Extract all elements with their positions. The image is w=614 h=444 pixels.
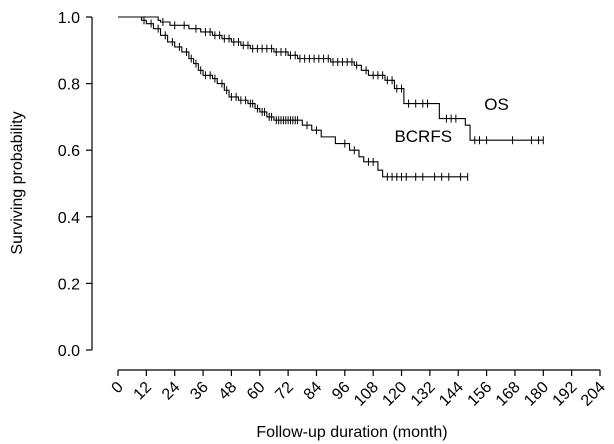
y-tick-label: 0.8 [58, 77, 80, 94]
x-tick-label: 144 [436, 379, 467, 410]
y-tick-label: 0.2 [58, 276, 80, 293]
x-tick-label: 12 [131, 379, 156, 404]
y-tick-label: 0.4 [58, 210, 80, 227]
x-tick-label: 180 [521, 379, 552, 410]
y-tick-label: 0.6 [58, 143, 80, 160]
x-tick-label: 156 [465, 379, 496, 410]
x-axis-title: Follow-up duration (month) [256, 424, 447, 441]
x-tick-label: 168 [493, 379, 524, 410]
x-tick-label: 60 [244, 379, 269, 404]
x-tick-label: 48 [216, 379, 241, 404]
y-axis: 0.0 0.2 0.4 0.6 0.8 1.0 [58, 10, 93, 360]
x-tick-label: 108 [351, 379, 382, 410]
x-tick-label: 84 [301, 379, 326, 404]
survival-curves: OS BCRFS [118, 16, 544, 181]
x-tick-label: 96 [329, 379, 354, 404]
os-curve [118, 16, 544, 141]
x-axis: 0 12 24 36 48 60 72 84 9610812013214415616818019… [109, 369, 609, 410]
bcrfs-label: BCRFS [394, 127, 452, 146]
x-tick-label: 120 [379, 379, 410, 410]
x-tick-label: 132 [408, 379, 439, 410]
y-tick-label: 1.0 [58, 10, 80, 27]
bcrfs-curve [118, 16, 468, 178]
y-axis-title: Surviving probability [9, 111, 26, 254]
x-tick-label: 72 [272, 379, 297, 404]
x-tick-label: 204 [578, 379, 609, 410]
x-tick-label: 24 [159, 379, 184, 404]
x-tick-label: 192 [550, 379, 581, 410]
x-tick-label: 0 [109, 379, 127, 397]
x-tick-label: 36 [187, 379, 212, 404]
y-tick-label: 0.0 [58, 343, 80, 360]
os-label: OS [484, 95, 509, 114]
